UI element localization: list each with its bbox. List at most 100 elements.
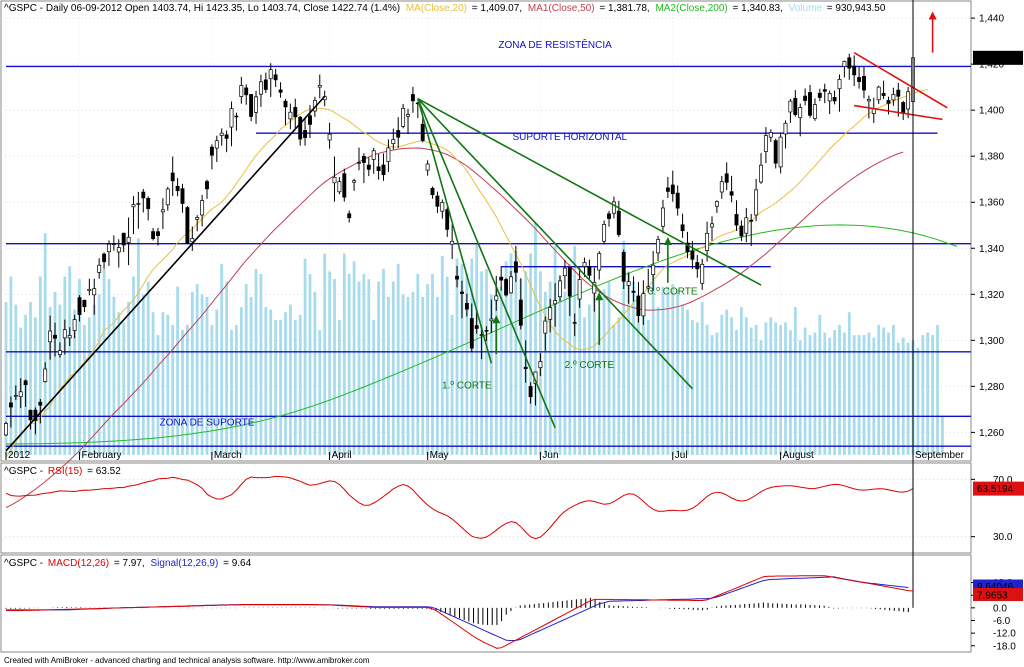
rsi-y-tick-label: 70.0 — [993, 475, 1013, 486]
volume-bar — [347, 274, 351, 455]
arrow-head — [595, 292, 604, 301]
candle-body — [430, 187, 435, 196]
candle-body — [87, 288, 92, 291]
volume-bar — [901, 337, 905, 455]
candle-body — [440, 202, 445, 212]
volume-bar — [725, 309, 729, 455]
volume-bar — [274, 319, 277, 456]
chart-annotation: 2.º CORTE — [565, 360, 615, 371]
x-tick-label: Jun — [542, 450, 558, 461]
volume-bar — [475, 243, 479, 455]
volume-bar — [592, 294, 596, 456]
volume-bar — [882, 327, 885, 455]
candle-body — [518, 299, 523, 326]
volume-bar — [342, 253, 346, 455]
price-header-symbol: ^GSPC - Daily 06-09-2012 Open 1403.74, H… — [4, 3, 400, 14]
volume-bar — [220, 263, 224, 456]
volume-bar — [813, 332, 817, 455]
volume-bar — [323, 253, 327, 455]
volume-bar — [372, 319, 376, 456]
candle-body — [170, 172, 175, 182]
rsi-last-badge — [973, 481, 1024, 496]
candle-body — [185, 207, 190, 244]
candle-body — [156, 231, 160, 236]
candle-body — [352, 180, 357, 183]
macd-panel-frame — [0, 554, 972, 653]
candle-body — [342, 173, 347, 198]
volume-bar — [637, 309, 640, 455]
candle-body — [901, 102, 906, 114]
volume-bar — [754, 324, 758, 455]
candle-body — [705, 232, 710, 251]
volume-bar — [230, 330, 233, 456]
ma20-legend: MA(Close,20) — [406, 3, 467, 14]
volume-bar — [215, 309, 219, 455]
volume-bar — [485, 268, 488, 456]
volume-bar — [906, 342, 910, 455]
volume-bar — [808, 335, 812, 455]
candle-body — [209, 146, 214, 156]
volume-bar — [465, 274, 469, 455]
volume-bar — [656, 307, 660, 455]
candle-body — [420, 123, 425, 141]
candle-body — [611, 201, 616, 214]
volume-bar — [700, 302, 704, 455]
candle-body — [528, 386, 533, 398]
candle-body — [636, 295, 641, 316]
volume-bar — [279, 319, 282, 456]
candle-body — [136, 203, 141, 205]
candle-body — [445, 209, 450, 230]
volume-bar — [431, 274, 434, 455]
price-y-tick-label: 1,440 — [979, 14, 1004, 25]
candle-body — [822, 89, 827, 92]
candle-body — [607, 213, 611, 219]
volume-bar — [759, 340, 763, 456]
volume-bar — [421, 296, 425, 455]
volume-bar — [318, 330, 322, 456]
volume-bar — [239, 307, 243, 455]
candle-body — [788, 100, 793, 113]
volume-bar — [740, 307, 743, 455]
volume-bar — [293, 319, 297, 456]
rsi-last-label: 63.5194 — [977, 484, 1014, 495]
volume-bar — [181, 330, 184, 456]
candle-body — [852, 65, 857, 76]
rsi-header: ^GSPC - RSI(15) = 63.52 — [4, 466, 121, 477]
last-price-badge — [973, 50, 1023, 65]
macd-legend-value: = 7.97, — [114, 558, 145, 569]
candle-body — [543, 320, 548, 334]
candle-body — [906, 91, 911, 110]
candle-body — [597, 253, 602, 271]
volume-bar — [818, 314, 822, 456]
candle-body — [111, 243, 116, 245]
candle-body — [763, 135, 768, 152]
volume-bar — [137, 238, 140, 456]
candle-body — [464, 303, 469, 310]
candle-body — [685, 242, 690, 253]
candle-body — [523, 366, 528, 370]
volume-bar — [308, 274, 312, 455]
candle-body — [876, 86, 881, 101]
candle-body — [72, 319, 77, 331]
volume-bar — [769, 317, 773, 455]
volume-bar — [92, 304, 96, 455]
candle-body — [553, 300, 558, 305]
candle-body — [141, 191, 146, 199]
candle-body — [734, 214, 739, 226]
candle-body — [793, 97, 798, 115]
volume-bar — [190, 291, 194, 455]
candle-body — [332, 176, 337, 184]
candle-body — [151, 231, 156, 239]
volume-bar — [691, 319, 694, 456]
trend-line — [417, 98, 556, 429]
candle-body — [513, 261, 518, 273]
trend-lines — [5, 51, 948, 452]
macd-y-tick-label: 0.0 — [993, 603, 1007, 614]
volume-bar — [490, 294, 493, 456]
candle-body — [548, 307, 553, 320]
chart-annotation: ZONA DE RESISTÊNCIA — [498, 38, 612, 51]
signal-last-label: 9.64046 — [977, 582, 1014, 593]
price-y-tick-label: 1,320 — [979, 290, 1004, 301]
volume-bar — [112, 296, 116, 455]
